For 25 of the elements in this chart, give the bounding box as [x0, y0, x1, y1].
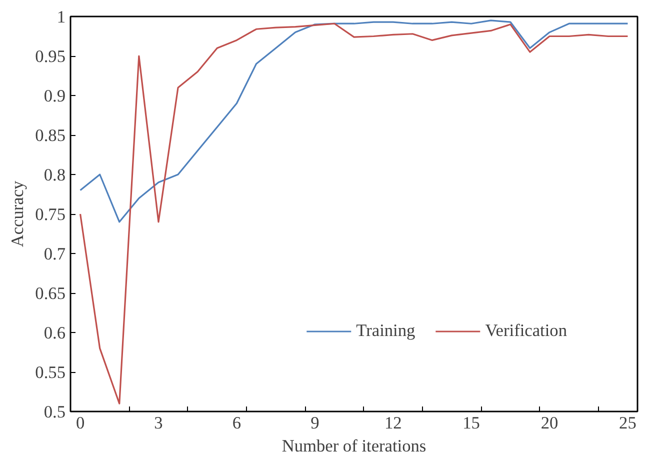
y-tick-label: 0.6 — [44, 324, 66, 342]
y-tick-label: 0.95 — [35, 47, 66, 66]
legend-label: Verification — [485, 321, 567, 341]
y-axis-title: Accuracy — [8, 180, 28, 248]
y-tick-label: 1 — [56, 8, 66, 26]
y-tick-label: 0.75 — [35, 205, 66, 224]
x-tick-label: 9 — [310, 414, 320, 432]
x-tick-label: 3 — [154, 414, 163, 432]
x-tick-label: 6 — [232, 414, 242, 432]
x-tick-label: 15 — [462, 414, 480, 432]
x-tick-label: 20 — [540, 414, 558, 432]
legend-label: Training — [356, 321, 416, 341]
y-tick-label: 0.65 — [35, 284, 66, 303]
x-tick-label: 12 — [384, 414, 402, 432]
y-tick-label: 0.55 — [35, 363, 66, 382]
x-axis-title: Number of iterations — [282, 436, 426, 456]
y-tick-label: 0.9 — [44, 86, 66, 106]
line-series — [79, 22, 629, 404]
y-tick-label: 0.85 — [35, 126, 66, 145]
line-series — [79, 20, 629, 223]
y-tick-label: 0.8 — [44, 166, 66, 184]
x-tick-label: 25 — [619, 414, 636, 432]
y-tick-label: 0.7 — [44, 244, 66, 264]
y-tick-label: 0.5 — [44, 402, 66, 422]
x-tick-label: 0 — [76, 414, 85, 432]
